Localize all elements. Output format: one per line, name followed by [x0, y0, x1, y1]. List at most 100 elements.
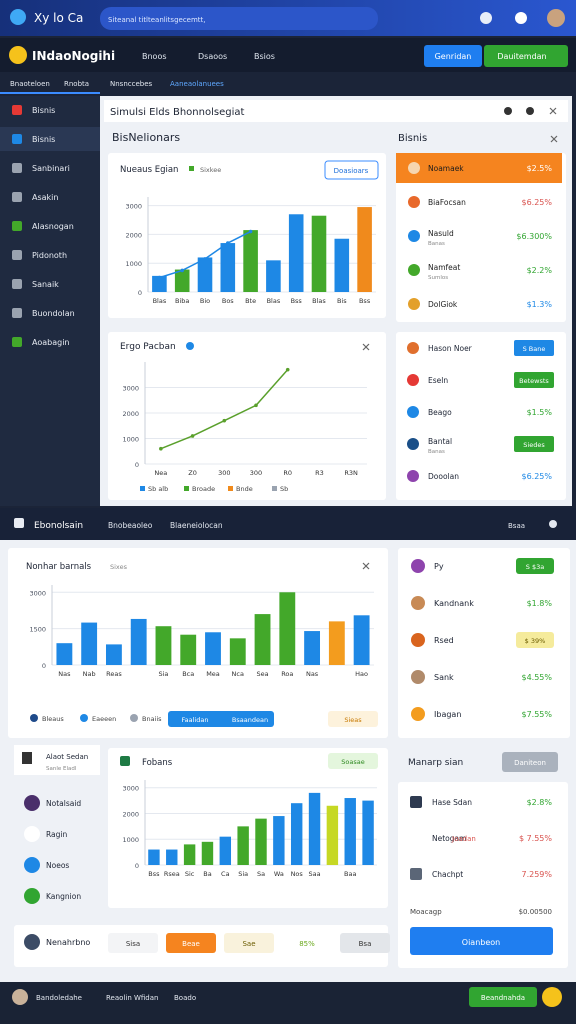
y-tick-label: 3000 — [122, 385, 139, 393]
button[interactable] — [424, 45, 482, 67]
button-label[interactable]: Doasioars — [334, 167, 369, 175]
sidebar-item[interactable]: Buondolan — [32, 309, 75, 318]
tab[interactable]: Bnaoteloen — [10, 80, 50, 88]
bottom-link[interactable]: Bandoledahe — [36, 994, 82, 1002]
button[interactable] — [484, 45, 568, 67]
sidebar-icon — [12, 308, 22, 318]
x-tick-label: Blas — [267, 297, 281, 305]
x-tick-label: Baa — [344, 870, 356, 878]
button[interactable] — [469, 987, 537, 1007]
icon — [542, 987, 562, 1007]
chip[interactable] — [166, 933, 216, 953]
list-name[interactable]: Noeos — [46, 861, 69, 870]
line-point — [190, 434, 195, 438]
legend-swatch — [272, 486, 277, 491]
icon — [411, 596, 425, 610]
x-tick-label: Ba — [203, 870, 211, 878]
legend-swatch — [228, 486, 233, 491]
chip[interactable] — [224, 933, 274, 953]
chip[interactable] — [328, 753, 378, 769]
section-link[interactable]: Bnobeaoleo — [108, 521, 153, 530]
bar — [266, 260, 281, 292]
bottom-link[interactable]: Reaolin Wfidan — [106, 994, 158, 1002]
menu-item[interactable]: Bnoos — [142, 52, 167, 61]
sidebar-item[interactable]: Alasnogan — [32, 222, 74, 231]
icon — [410, 868, 422, 880]
chart-title: Nonhar barnals — [26, 562, 92, 572]
x-tick-label: Reas — [106, 670, 122, 678]
panel-title: Simulsi Elds Bhonnolsegiat — [110, 107, 244, 118]
chip[interactable] — [328, 711, 378, 727]
button-label[interactable]: Daniteon — [514, 759, 546, 767]
close-icon[interactable] — [549, 107, 557, 115]
bar — [201, 841, 214, 865]
sidebar-item[interactable]: Aoabagin — [32, 338, 69, 347]
sidebar-item[interactable]: Pidonoth — [32, 251, 67, 260]
sidebar-item[interactable]: Bisnis — [32, 135, 55, 144]
sidebar-icon — [12, 250, 22, 260]
button[interactable] — [324, 160, 379, 180]
y-tick-label: 0 — [135, 862, 139, 870]
button-label[interactable]: Beandnahda — [481, 994, 525, 1002]
bottom-link[interactable]: Boado — [174, 994, 196, 1002]
cta-button[interactable] — [410, 927, 553, 955]
chip-label[interactable]: Sisa — [126, 940, 140, 948]
list-name[interactable]: Ragin — [46, 830, 67, 839]
list-name[interactable]: Notalsaid — [46, 799, 81, 808]
button-label[interactable]: Genridan — [435, 52, 472, 61]
section-link[interactable]: Blaeneiolocan — [170, 521, 223, 530]
chip[interactable] — [340, 933, 390, 953]
sidebar-item[interactable]: Sanbinari — [32, 164, 70, 173]
list-name: Noamaek — [428, 164, 464, 173]
button[interactable] — [502, 752, 558, 772]
sidebar-item[interactable]: Sanaik — [32, 280, 59, 289]
chip-label[interactable]: Bsa — [359, 940, 372, 948]
x-tick-label: Nca — [232, 670, 244, 678]
badge-label: Betewsts — [519, 377, 549, 385]
sidebar-icon — [12, 192, 22, 202]
icon — [408, 162, 420, 174]
chip-label[interactable]: Sieas — [344, 716, 362, 724]
x-tick-label: Sic — [185, 870, 195, 878]
legend-label: Eaeeen — [92, 715, 116, 723]
y-tick-label: 0 — [135, 461, 139, 469]
legend-label: Broade — [192, 485, 215, 493]
search-bar[interactable] — [100, 7, 378, 30]
list-name[interactable]: Kangnion — [46, 892, 81, 901]
button-label[interactable]: Dauitemdan — [497, 52, 546, 61]
icon — [408, 230, 420, 242]
close-icon[interactable] — [362, 562, 370, 570]
tab[interactable]: Nnsnccebes — [110, 80, 153, 88]
chip[interactable] — [108, 933, 158, 953]
chip-label[interactable]: Beae — [182, 940, 200, 948]
icon — [549, 520, 557, 528]
list-value: $ 7.55% — [519, 834, 552, 843]
avatar — [12, 989, 28, 1005]
button-group[interactable] — [168, 711, 274, 727]
tab[interactable]: Aaneaolanuees — [170, 80, 224, 88]
icon — [407, 374, 419, 386]
button-label[interactable]: Oianbeon — [462, 938, 500, 947]
list-name: Nasuld — [428, 229, 454, 238]
legend-label: Sixkee — [200, 166, 221, 174]
menu-item[interactable]: Dsaoos — [198, 52, 227, 61]
close-icon[interactable] — [362, 343, 370, 351]
chip-label[interactable]: 85% — [299, 940, 315, 948]
x-tick-label: Hao — [355, 670, 368, 678]
close-icon[interactable] — [550, 135, 558, 143]
sidebar — [0, 96, 100, 506]
chart-title: Fobans — [142, 758, 173, 768]
icon — [24, 795, 40, 811]
chip-label[interactable]: Soasae — [341, 758, 364, 766]
chip[interactable] — [282, 933, 332, 953]
button-label[interactable]: Bsaandean — [232, 716, 268, 724]
tab[interactable]: Rnobta — [64, 80, 89, 88]
sidebar-item[interactable]: Asakin — [32, 193, 58, 202]
chip-label[interactable]: Sae — [242, 940, 255, 948]
sidebar-item[interactable]: Bisnis — [32, 106, 55, 115]
section-link[interactable]: Bsaa — [508, 522, 525, 530]
bar — [237, 826, 249, 865]
bar — [326, 805, 339, 865]
menu-item[interactable]: Bsios — [254, 52, 275, 61]
button-label[interactable]: Faalidan — [182, 716, 209, 724]
